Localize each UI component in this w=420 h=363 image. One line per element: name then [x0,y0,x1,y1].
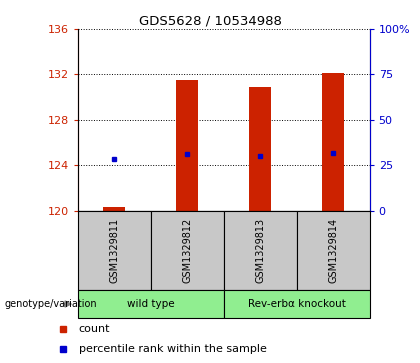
Text: GSM1329812: GSM1329812 [182,218,192,283]
Text: GSM1329814: GSM1329814 [328,218,338,283]
Bar [322,73,344,211]
Bar [103,207,125,211]
Bar [176,80,198,211]
Bar [78,290,224,318]
Text: GSM1329811: GSM1329811 [109,218,119,283]
Bar [224,290,370,318]
Text: genotype/variation: genotype/variation [4,299,97,309]
Text: percentile rank within the sample: percentile rank within the sample [79,344,266,354]
Bar [224,211,297,290]
Text: GSM1329813: GSM1329813 [255,218,265,283]
Bar [151,211,224,290]
Text: count: count [79,325,110,334]
Text: Rev-erbα knockout: Rev-erbα knockout [248,299,346,309]
Bar [78,211,151,290]
Bar [297,211,370,290]
Bar [249,87,271,211]
Text: GDS5628 / 10534988: GDS5628 / 10534988 [139,15,281,27]
Text: wild type: wild type [127,299,174,309]
